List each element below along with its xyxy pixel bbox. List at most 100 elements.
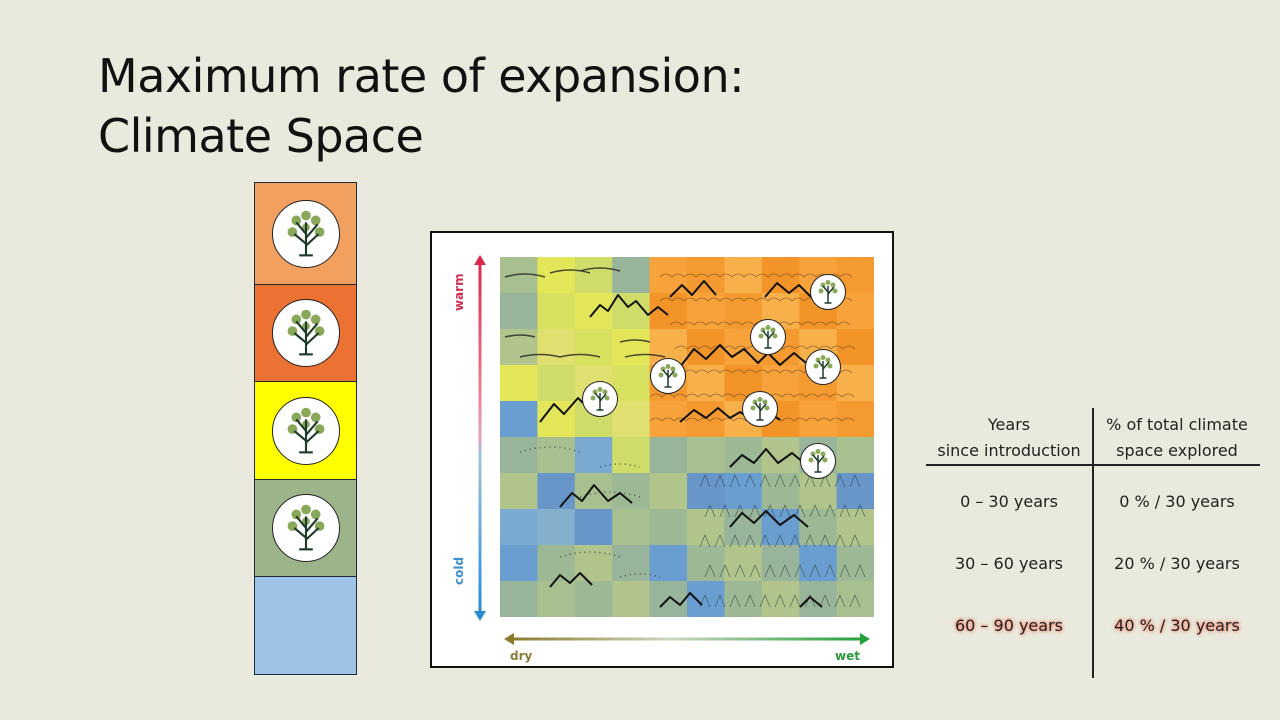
y-axis-top-label: warm (452, 273, 466, 311)
grid-cell (500, 473, 538, 510)
grid-cell (836, 365, 874, 402)
x-axis-left-label: dry (510, 649, 533, 663)
grid-cell (649, 509, 688, 546)
legend-swatch-4 (254, 478, 357, 578)
legend-swatch-3 (254, 381, 357, 480)
grid-cell (612, 437, 651, 474)
grid-cell (724, 545, 763, 582)
title-line-1: Maximum rate of expansion: (98, 49, 745, 103)
grid-cell (537, 257, 576, 294)
x-axis-arrow (504, 633, 870, 645)
grid-cell (574, 509, 613, 546)
tree-icon (805, 349, 841, 385)
table-row: 30 – 60 years 20 % / 30 years (926, 554, 1260, 578)
grid-cell (537, 581, 576, 617)
grid-cell (687, 545, 725, 582)
row-years-highlighted: 60 – 90 years (954, 616, 1063, 635)
grid-cell (500, 509, 538, 546)
grid-cell (537, 473, 576, 510)
grid-cell (836, 509, 874, 546)
legend-swatch-2 (254, 283, 357, 383)
grid-cell (761, 581, 800, 617)
grid-cell (836, 401, 874, 438)
grid-cell (799, 401, 838, 438)
row-years: 0 – 30 years (960, 492, 1058, 511)
tree-icon (271, 494, 340, 562)
grid-cell (724, 581, 763, 617)
grid-cell (500, 257, 538, 294)
legend-swatch-1 (254, 182, 357, 285)
grid-cell (574, 545, 613, 582)
grid-cell (612, 473, 651, 510)
grid-cell (612, 365, 651, 402)
tree-icon (582, 381, 618, 417)
grid-cell (612, 581, 651, 617)
grid-cell (537, 365, 576, 402)
table-header-divider (926, 464, 1260, 466)
grid-cell (500, 581, 538, 617)
color-legend (254, 182, 357, 675)
row-explored: 20 % / 30 years (1114, 554, 1240, 573)
grid-cell (799, 509, 838, 546)
tree-icon (271, 199, 340, 268)
grid-cell (612, 257, 651, 294)
table-row: 60 – 90 years 40 % / 30 years (926, 616, 1260, 640)
header-explored-line-2: space explored (1116, 441, 1238, 460)
tree-icon (810, 274, 846, 310)
grid-cell (537, 437, 576, 474)
grid-cell (574, 257, 613, 294)
grid-cell (500, 401, 538, 438)
grid-cell (836, 473, 874, 510)
row-explored-highlighted: 40 % / 30 years (1114, 616, 1240, 635)
tree-icon (271, 396, 340, 465)
row-years: 30 – 60 years (954, 554, 1063, 573)
y-axis-bottom-label: cold (452, 556, 466, 585)
grid-cell (537, 545, 576, 582)
grid-cell (574, 473, 613, 510)
tree-icon (650, 358, 686, 394)
header-years-line-2: since introduction (937, 441, 1081, 460)
grid-cell (687, 473, 725, 510)
table-row: 0 – 30 years 0 % / 30 years (926, 492, 1260, 516)
grid-cell (799, 581, 838, 617)
tree-icon (750, 319, 786, 355)
grid-cell (687, 581, 725, 617)
grid-cell (612, 401, 651, 438)
table-column-divider (1092, 408, 1094, 678)
grid-cell (687, 437, 725, 474)
grid-cell (724, 257, 763, 294)
tree-icon (800, 443, 836, 479)
grid-cell (687, 329, 725, 366)
slide-title: Maximum rate of expansion: Climate Space (98, 46, 745, 166)
grid-cell (612, 545, 651, 582)
grid-cell (687, 401, 725, 438)
grid-cell (500, 545, 538, 582)
grid-cell (836, 329, 874, 366)
climate-grid-map (500, 257, 874, 617)
tree-icon (271, 299, 340, 367)
grid-cell (649, 473, 688, 510)
grid-cell (612, 509, 651, 546)
grid-cell (500, 365, 538, 402)
header-explored-line-1: % of total climate (1106, 415, 1248, 434)
grid-cell (649, 437, 688, 474)
grid-cell (799, 545, 838, 582)
climate-space-map-panel: warm cold dry wet (430, 231, 894, 668)
header-years-line-1: Years (987, 415, 1031, 434)
grid-cell (537, 509, 576, 546)
header-years: Years since introduction (926, 412, 1092, 464)
grid-cell (612, 329, 651, 366)
grid-cell (500, 293, 538, 330)
grid-cell (836, 437, 874, 474)
grid-cell (574, 437, 613, 474)
title-line-2: Climate Space (98, 109, 424, 163)
grid-cell (761, 473, 800, 510)
grid-cell (724, 473, 763, 510)
grid-cell (574, 581, 613, 617)
grid-cell (537, 293, 576, 330)
row-explored: 0 % / 30 years (1119, 492, 1235, 511)
grid-cell (799, 473, 838, 510)
header-explored: % of total climate space explored (1094, 412, 1260, 464)
tree-icon (742, 391, 778, 427)
climate-grid (500, 257, 874, 617)
